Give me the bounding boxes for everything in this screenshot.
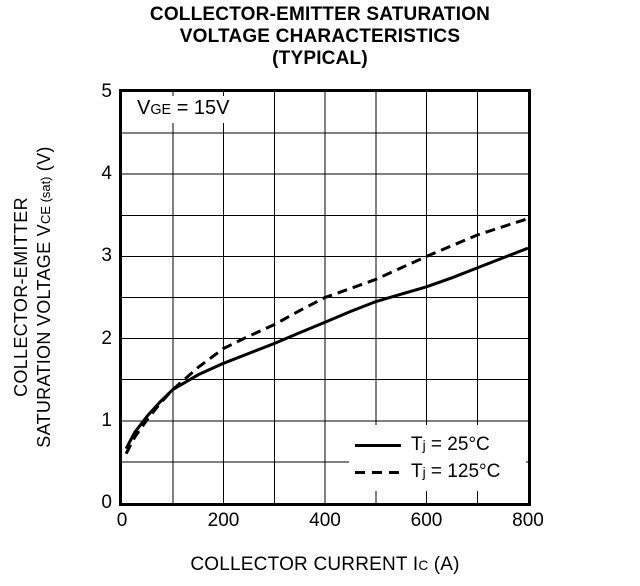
legend-item-tj-25c: Tj = 25°C bbox=[355, 434, 526, 456]
y-tick-label: 4 bbox=[101, 163, 112, 185]
solid-line-icon bbox=[355, 444, 401, 447]
plot-canvas bbox=[122, 92, 528, 503]
plot-area: VGE = 15V Tj = 25°C Tj = 125°C bbox=[119, 89, 531, 506]
x-axis-title: COLLECTOR CURRENT IC (A) bbox=[190, 554, 460, 575]
x-tick-label: 200 bbox=[207, 510, 240, 531]
y-axis-title-line-2: SATURATION VOLTAGE VCE (sat) (V) bbox=[34, 146, 54, 448]
chart-title-line-3: (TYPICAL) bbox=[272, 48, 368, 69]
vge-annotation: VGE = 15V bbox=[130, 96, 242, 123]
x-tick-label: 400 bbox=[309, 510, 341, 531]
legend-item-tj-125c: Tj = 125°C bbox=[355, 461, 526, 483]
curve-solid bbox=[124, 246, 528, 450]
y-tick-label: 0 bbox=[101, 492, 112, 513]
curve-dashed bbox=[124, 217, 528, 455]
chart-title-line-2: VOLTAGE CHARACTERISTICS bbox=[179, 26, 461, 47]
y-axis-title: COLLECTOR-EMITTER SATURATION VOLTAGE VCE… bbox=[10, 72, 56, 522]
y-tick-label: 3 bbox=[101, 245, 112, 267]
x-tick-label: 600 bbox=[410, 510, 443, 531]
chart-title: COLLECTOR-EMITTER SATURATION VOLTAGE CHA… bbox=[0, 4, 640, 70]
legend-label-tj-25c: Tj = 25°C bbox=[411, 433, 490, 455]
legend-label-tj-125c: Tj = 125°C bbox=[411, 460, 501, 482]
chart-title-line-1: COLLECTOR-EMITTER SATURATION bbox=[149, 4, 491, 25]
y-tick-label: 5 bbox=[101, 81, 112, 102]
x-tick-label: 0 bbox=[116, 510, 128, 531]
y-tick-label: 2 bbox=[101, 327, 112, 349]
y-tick-label: 1 bbox=[101, 409, 112, 431]
x-tick-label: 800 bbox=[512, 510, 544, 531]
dashed-line-icon bbox=[355, 471, 401, 474]
y-axis-title-line-1: COLLECTOR-EMITTER bbox=[11, 197, 31, 397]
legend: Tj = 25°C Tj = 125°C bbox=[349, 425, 526, 491]
